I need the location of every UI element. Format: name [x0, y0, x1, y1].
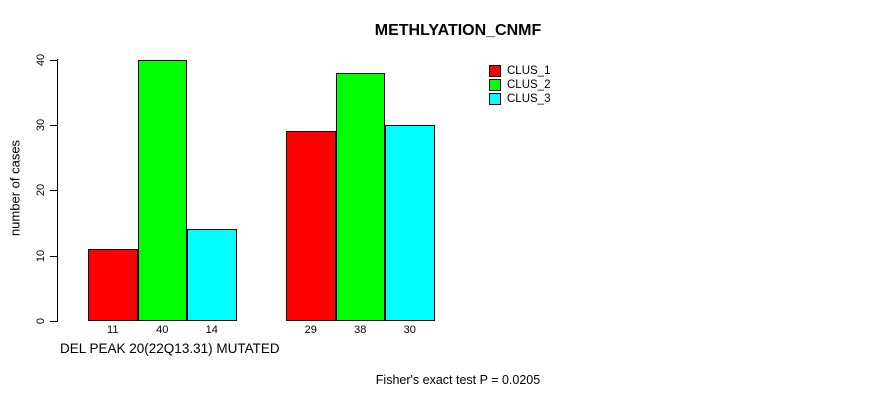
- footnote: Fisher's exact test P = 0.0205: [375, 373, 541, 387]
- legend-label-clus-1: CLUS_1: [507, 65, 551, 77]
- y-tick-0: [50, 321, 57, 322]
- y-axis-line: [57, 59, 58, 322]
- y-tick-30: [50, 124, 57, 126]
- y-axis-title: number of cases: [7, 139, 23, 237]
- bar-value-label-group-2-2: 38: [354, 324, 367, 336]
- legend-item-clus-1: CLUS_1: [489, 64, 550, 78]
- legend-swatch-clus-2-icon: [489, 79, 501, 91]
- y-tick-10: [50, 255, 57, 257]
- legend-label-clus-2: CLUS_2: [507, 79, 551, 91]
- legend-swatch-clus-1-icon: [489, 65, 501, 77]
- bar-clus_2-group-1: [137, 59, 187, 321]
- y-tick-label-20: 20: [35, 184, 47, 197]
- bar-clus_2-group-2: [335, 72, 385, 321]
- x-axis-label: DEL PEAK 20(22Q13.31) MUTATED: [60, 341, 280, 356]
- chart-title: METHLYATION_CNMF: [374, 22, 542, 39]
- y-tick-label-30: 30: [35, 118, 47, 131]
- legend: CLUS_1 CLUS_2 CLUS_3: [489, 64, 550, 106]
- y-tick-40: [50, 59, 57, 61]
- legend-swatch-clus-3-icon: [489, 93, 501, 105]
- bar-clus_1-group-1: [88, 249, 138, 321]
- bar-value-label-group-1-3: 14: [205, 324, 218, 336]
- y-tick-label-0: 0: [35, 317, 47, 325]
- bar-value-label-group-2-3: 30: [403, 324, 416, 336]
- bar-clus_3-group-1: [187, 229, 237, 321]
- y-tick-20: [50, 190, 57, 192]
- bar-value-label-group-2-1: 29: [304, 324, 317, 336]
- y-tick-label-40: 40: [35, 53, 47, 66]
- bar-clus_3-group-2: [385, 124, 435, 321]
- legend-label-clus-3: CLUS_3: [507, 93, 551, 105]
- bar-value-label-group-1-2: 40: [156, 324, 169, 336]
- legend-item-clus-2: CLUS_2: [489, 78, 550, 92]
- bar-value-label-group-1-1: 11: [107, 324, 119, 336]
- legend-item-clus-3: CLUS_3: [489, 92, 550, 106]
- bar-clus_1-group-2: [286, 131, 336, 321]
- y-tick-label-10: 10: [35, 249, 47, 262]
